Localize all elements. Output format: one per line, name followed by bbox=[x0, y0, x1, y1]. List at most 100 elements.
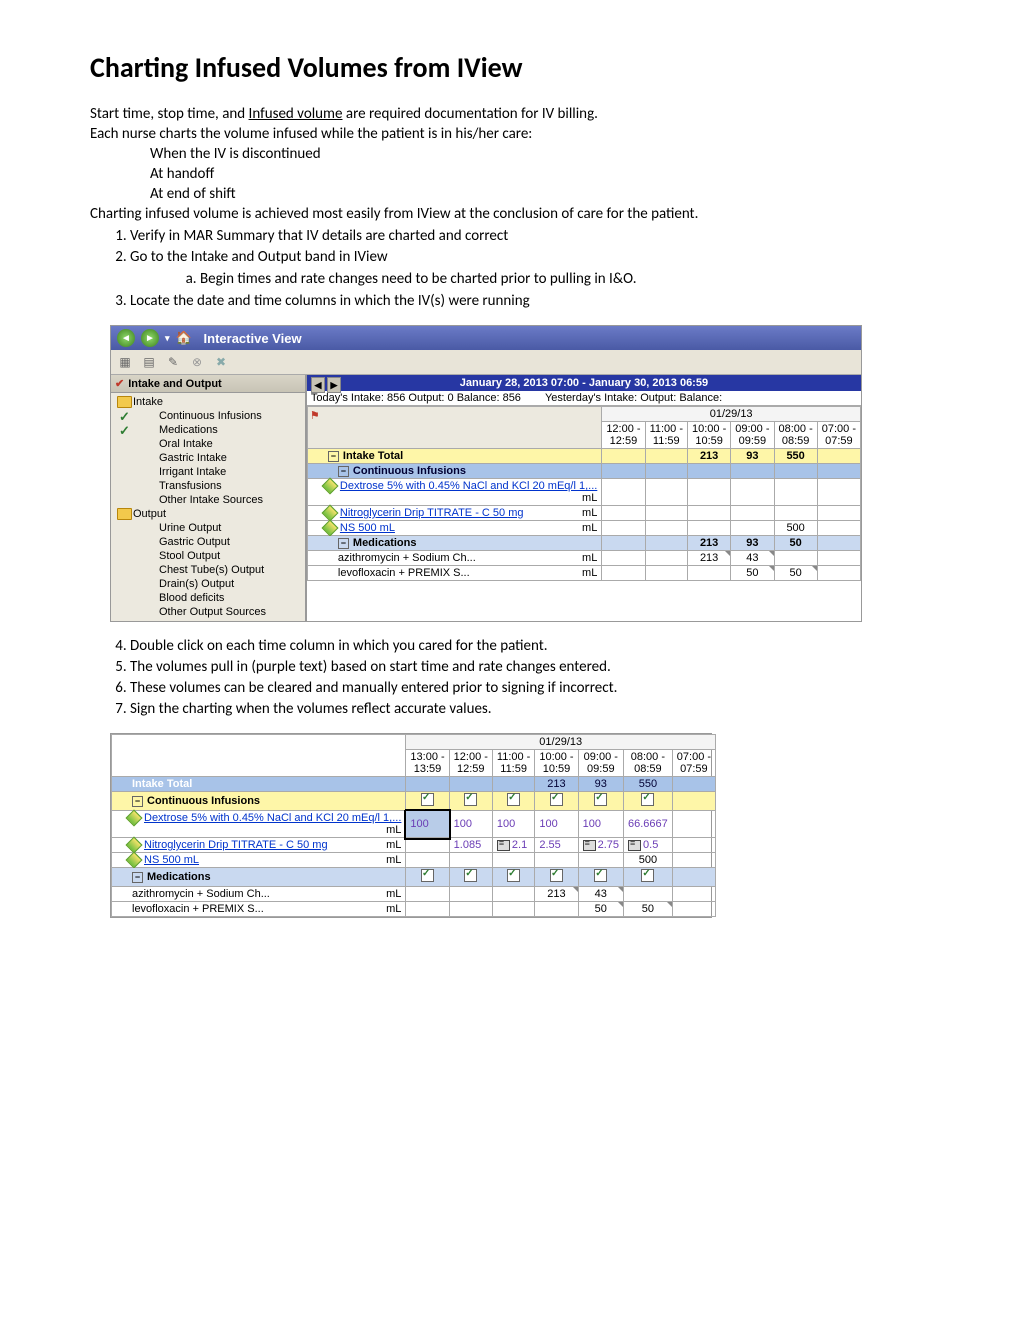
grid-cell[interactable]: 213 bbox=[535, 777, 578, 792]
sidebar-item[interactable]: ✓Medications bbox=[111, 423, 305, 437]
checkbox-icon[interactable] bbox=[421, 869, 434, 882]
sidebar-item[interactable]: Output bbox=[111, 507, 305, 521]
grid-cell[interactable]: 213 bbox=[535, 887, 578, 902]
grid-cell[interactable] bbox=[602, 449, 645, 464]
grid-cell[interactable] bbox=[624, 887, 673, 902]
time-column-header[interactable]: 07:00 -07:59 bbox=[817, 422, 860, 449]
sidebar-item[interactable]: Transfusions bbox=[111, 479, 305, 493]
sidebar-item[interactable]: Stool Output bbox=[111, 549, 305, 563]
sidebar-item[interactable]: Blood deficits bbox=[111, 591, 305, 605]
grid-cell[interactable]: 550 bbox=[624, 777, 673, 792]
grid-cell[interactable] bbox=[406, 853, 449, 868]
grid-cell[interactable]: 0.5 bbox=[624, 838, 673, 853]
grid-cell[interactable] bbox=[449, 868, 492, 887]
grid-cell[interactable]: 93 bbox=[731, 536, 774, 551]
checkbox-icon[interactable] bbox=[464, 793, 477, 806]
grid-cell[interactable] bbox=[578, 868, 623, 887]
grid-cell[interactable] bbox=[535, 853, 578, 868]
close-icon[interactable]: ✖ bbox=[213, 354, 229, 370]
grid-cell[interactable] bbox=[817, 521, 860, 536]
grid-cell[interactable]: 93 bbox=[578, 777, 623, 792]
grid-cell[interactable] bbox=[406, 902, 449, 917]
grid-cell[interactable] bbox=[774, 551, 817, 566]
grid-cell[interactable]: 50 bbox=[774, 536, 817, 551]
grid-cell[interactable]: 213 bbox=[688, 449, 731, 464]
grid-cell[interactable]: 100 bbox=[449, 811, 492, 838]
grid-cell[interactable]: 93 bbox=[731, 449, 774, 464]
grid-cell[interactable] bbox=[406, 792, 449, 811]
row-label[interactable]: Dextrose 5% with 0.45% NaCl and KCl 20 m… bbox=[307, 479, 601, 506]
scroll-right-icon[interactable]: ▶ bbox=[327, 377, 341, 393]
checkbox-icon[interactable] bbox=[594, 793, 607, 806]
scroll-left-icon[interactable]: ◀ bbox=[311, 377, 325, 393]
sidebar-item[interactable]: Drain(s) Output bbox=[111, 577, 305, 591]
row-label[interactable]: NS 500 mLmL bbox=[112, 853, 406, 868]
grid-cell[interactable] bbox=[645, 536, 687, 551]
checkbox-icon[interactable] bbox=[550, 869, 563, 882]
time-column-header[interactable]: 07:00 -07:59 bbox=[672, 750, 715, 777]
row-label[interactable]: Nitroglycerin Drip TITRATE - C 50 mgmL bbox=[307, 506, 601, 521]
grid-cell[interactable] bbox=[645, 449, 687, 464]
sidebar-item[interactable]: ✓Continuous Infusions bbox=[111, 409, 305, 423]
row-label[interactable]: levofloxacin + PREMIX S...mL bbox=[307, 566, 601, 581]
grid-cell[interactable]: 500 bbox=[774, 521, 817, 536]
grid-cell[interactable] bbox=[406, 838, 449, 853]
row-label[interactable]: azithromycin + Sodium Ch...mL bbox=[112, 887, 406, 902]
grid-cell[interactable]: 43 bbox=[578, 887, 623, 902]
time-column-header[interactable]: 09:00 -09:59 bbox=[578, 750, 623, 777]
toolbar-icon[interactable]: ⊗ bbox=[189, 354, 205, 370]
grid-cell[interactable]: 2.55 bbox=[535, 838, 578, 853]
grid-cell[interactable] bbox=[449, 853, 492, 868]
row-label[interactable]: levofloxacin + PREMIX S...mL bbox=[112, 902, 406, 917]
sidebar-item[interactable]: Other Intake Sources bbox=[111, 493, 305, 507]
grid-cell[interactable] bbox=[672, 887, 715, 902]
sidebar-item[interactable]: Other Output Sources bbox=[111, 605, 305, 619]
grid-cell[interactable]: 50 bbox=[731, 566, 774, 581]
grid-cell[interactable] bbox=[492, 868, 534, 887]
sidebar-item[interactable]: Irrigant Intake bbox=[111, 465, 305, 479]
time-column-header[interactable]: 11:00 -11:59 bbox=[492, 750, 534, 777]
grid-cell[interactable] bbox=[817, 449, 860, 464]
row-label[interactable]: Nitroglycerin Drip TITRATE - C 50 mgmL bbox=[112, 838, 406, 853]
grid-cell[interactable] bbox=[602, 536, 645, 551]
nav-back-icon[interactable]: ◄ bbox=[117, 329, 135, 347]
grid-cell[interactable]: 213 bbox=[688, 551, 731, 566]
grid-cell[interactable] bbox=[817, 566, 860, 581]
grid-cell[interactable] bbox=[492, 792, 534, 811]
sidebar-item[interactable]: Gastric Output bbox=[111, 535, 305, 549]
home-icon[interactable] bbox=[176, 330, 192, 346]
grid-cell[interactable] bbox=[449, 902, 492, 917]
checkbox-icon[interactable] bbox=[464, 869, 477, 882]
sidebar-item[interactable]: Urine Output bbox=[111, 521, 305, 535]
grid-cell[interactable]: 50 bbox=[624, 902, 673, 917]
grid-cell[interactable] bbox=[535, 868, 578, 887]
grid-cell[interactable] bbox=[578, 792, 623, 811]
grid-cell[interactable] bbox=[449, 792, 492, 811]
grid-cell[interactable] bbox=[449, 777, 492, 792]
grid-cell[interactable]: 2.1 bbox=[492, 838, 534, 853]
grid-cell[interactable]: 1.085 bbox=[449, 838, 492, 853]
time-column-header[interactable]: 12:00 -12:59 bbox=[449, 750, 492, 777]
grid-cell[interactable] bbox=[817, 551, 860, 566]
grid-cell[interactable] bbox=[731, 521, 774, 536]
grid-cell[interactable]: 100 bbox=[406, 811, 449, 838]
grid-cell[interactable] bbox=[492, 887, 534, 902]
flag-icon[interactable]: ⚑ bbox=[310, 409, 320, 422]
sidebar-item[interactable]: Gastric Intake bbox=[111, 451, 305, 465]
grid-cell[interactable]: 550 bbox=[774, 449, 817, 464]
time-column-header[interactable]: 10:00 -10:59 bbox=[535, 750, 578, 777]
sidebar-item[interactable]: Intake bbox=[111, 395, 305, 409]
grid-cell[interactable] bbox=[492, 902, 534, 917]
grid-cell[interactable] bbox=[688, 566, 731, 581]
checkbox-icon[interactable] bbox=[507, 869, 520, 882]
time-column-header[interactable]: 09:00 -09:59 bbox=[731, 422, 774, 449]
grid-cell[interactable]: 213 bbox=[688, 536, 731, 551]
grid-cell[interactable] bbox=[672, 868, 715, 887]
grid-cell[interactable]: 2.75 bbox=[578, 838, 623, 853]
sidebar-header[interactable]: ✔ Intake and Output bbox=[111, 375, 305, 393]
time-column-header[interactable]: 13:00 -13:59 bbox=[406, 750, 449, 777]
grid-cell[interactable] bbox=[672, 902, 715, 917]
checkbox-icon[interactable] bbox=[641, 793, 654, 806]
grid-cell[interactable] bbox=[406, 777, 449, 792]
checkbox-icon[interactable] bbox=[641, 869, 654, 882]
